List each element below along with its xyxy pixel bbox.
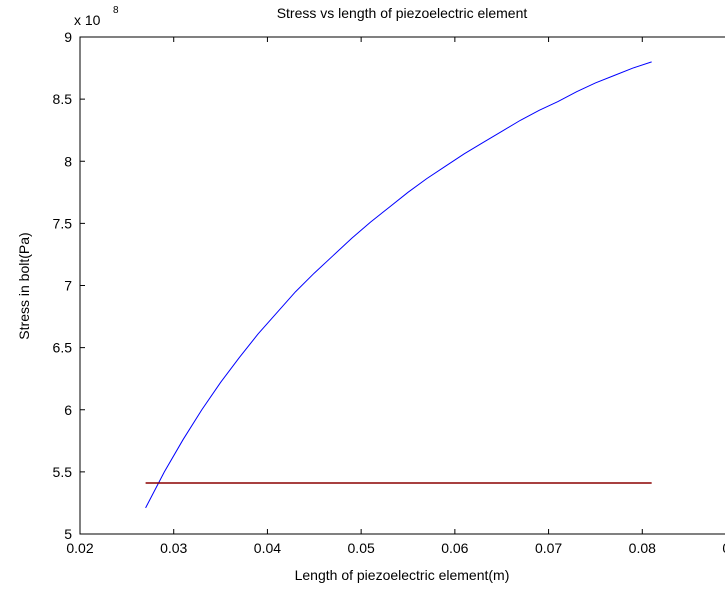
y-tick-label: 8.5 xyxy=(53,91,73,107)
y-tick-label: 8 xyxy=(64,153,72,169)
x-tick-label: 0.03 xyxy=(160,540,187,556)
y-tick-label: 7 xyxy=(64,278,72,294)
series-line-1 xyxy=(145,61,652,509)
x-tick-label: 0.09 xyxy=(722,540,725,556)
y-multiplier-exponent: 8 xyxy=(113,5,119,16)
y-tick-label: 7.5 xyxy=(53,215,73,231)
x-tick-label: 0.06 xyxy=(441,540,468,556)
y-tick-label: 6 xyxy=(64,402,72,418)
x-axis-label: Length of piezoelectric element(m) xyxy=(295,567,510,583)
y-multiplier-label: x 10 xyxy=(74,12,101,28)
plot-area-frame xyxy=(79,36,725,535)
y-tick-label: 6.5 xyxy=(53,340,73,356)
series-layer xyxy=(145,61,652,509)
x-tick-label: 0.07 xyxy=(535,540,562,556)
y-tick-label: 9 xyxy=(64,29,72,45)
x-tick-label: 0.05 xyxy=(348,540,375,556)
y-tick-label: 5 xyxy=(64,526,72,542)
chart-title: Stress vs length of piezoelectric elemen… xyxy=(277,5,528,21)
ticks-layer: 0.02 0.03 0.04 0.05 0.06 0.07 0.08 0.09 5 5.5 6 6.5… xyxy=(53,29,725,556)
y-tick-label: 5.5 xyxy=(53,464,73,480)
y-axis-label: Stress in bolt(Pa) xyxy=(16,232,32,339)
x-tick-label: 0.08 xyxy=(629,540,656,556)
x-tick-label: 0.04 xyxy=(254,540,281,556)
x-tick-label: 0.02 xyxy=(66,540,93,556)
